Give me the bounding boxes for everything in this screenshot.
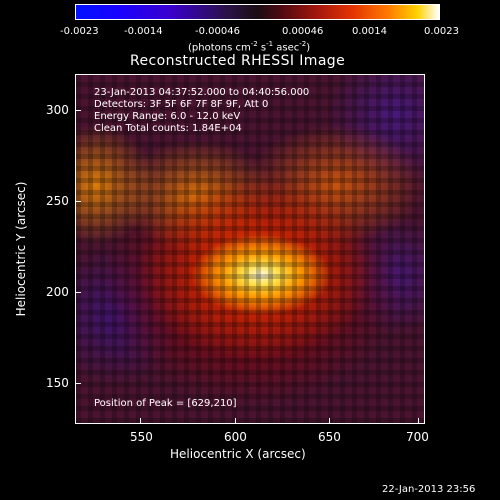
info-peak: Position of Peak = [629,210] — [94, 398, 237, 409]
y-tick-mark — [75, 110, 81, 111]
info-energy: Energy Range: 6.0 - 12.0 keV — [94, 111, 241, 122]
image-title: Reconstructed RHESSI Image — [130, 53, 346, 69]
y-tick-label: 150 — [46, 376, 69, 390]
colorbar-tick-label: -0.00046 — [195, 26, 240, 37]
x-tick-mark — [235, 418, 236, 424]
y-tick-label: 200 — [46, 285, 69, 299]
x-tick-mark — [418, 418, 419, 424]
colorbar-tick-label: 0.0023 — [424, 26, 459, 37]
x-tick-label: 650 — [318, 430, 341, 444]
x-tick-label: 600 — [224, 430, 247, 444]
y-tick-label: 250 — [46, 194, 69, 208]
x-tick-mark — [329, 418, 330, 424]
colorbar-tick-label: -0.0014 — [124, 26, 163, 37]
colorbar-tick-label: 0.00046 — [282, 26, 324, 37]
info-time: 23-Jan-2013 04:37:52.000 to 04:40:56.000 — [94, 87, 310, 98]
colorbar-tick-label: -0.0023 — [60, 26, 99, 37]
y-tick-mark — [75, 292, 81, 293]
x-tick-mark — [140, 418, 141, 424]
info-method: Clean Total counts: 1.84E+04 — [94, 123, 242, 134]
colorbar-unit: (photons cm-2 s-1 asec-2) — [188, 40, 311, 54]
y-axis-label: Heliocentric Y (arcsec) — [14, 181, 28, 317]
plot-timestamp: 22-Jan-2013 23:56 — [382, 484, 476, 495]
y-tick-mark — [75, 201, 81, 202]
info-detectors: Detectors: 3F 5F 6F 7F 8F 9F, Att 0 — [94, 99, 269, 110]
x-axis-label: Heliocentric X (arcsec) — [170, 447, 306, 461]
x-tick-label: 700 — [406, 430, 429, 444]
rhessi-image: 23-Jan-2013 04:37:52.000 to 04:40:56.000… — [75, 74, 425, 424]
y-tick-mark — [75, 383, 81, 384]
colorbar — [75, 4, 440, 20]
colorbar-tick-label: 0.0014 — [352, 26, 387, 37]
x-tick-label: 550 — [130, 430, 153, 444]
y-tick-label: 300 — [46, 103, 69, 117]
